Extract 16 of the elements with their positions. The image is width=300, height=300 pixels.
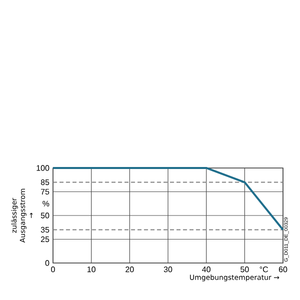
y-tick-label: 75 (40, 188, 50, 195)
x-tick-label: 20 (126, 266, 134, 272)
x-tick-label: 0 (51, 266, 55, 272)
y-tick-label: 50 (40, 212, 50, 218)
x-tick-label: 50 (240, 266, 249, 272)
y-tick-label: 25 (40, 236, 50, 242)
x-tick-label: 30 (164, 266, 172, 272)
ref-line-label: 85 (40, 179, 50, 186)
x-tick-label: 40 (202, 266, 210, 272)
x-tick-label: 60 (278, 266, 288, 272)
x-tick-label: 10 (87, 266, 96, 272)
ref-line-label: 35 (40, 226, 50, 233)
x-tick-label: °C (260, 266, 268, 272)
y-tick-label: 100 (36, 165, 50, 171)
y-tick-label: % (42, 200, 50, 206)
y-tick-label: 0 (45, 260, 50, 266)
